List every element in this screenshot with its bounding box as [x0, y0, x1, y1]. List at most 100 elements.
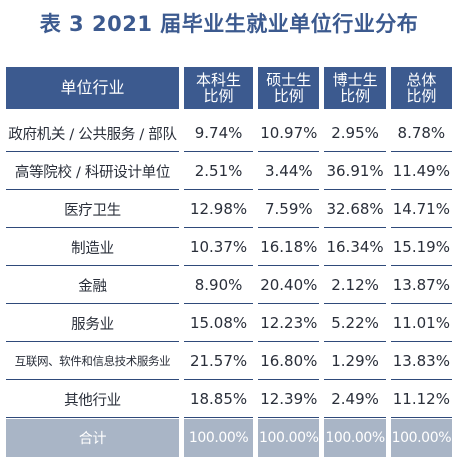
row-divider: [324, 302, 386, 304]
row-doctoral: 1.29%: [324, 342, 386, 380]
row-divider: [6, 264, 179, 266]
row-divider: [324, 188, 386, 190]
row-master: 12.39%: [258, 380, 320, 418]
header-undergraduate-line2: 比例: [203, 87, 234, 105]
table-row: 医疗卫生 12.98% 7.59% 32.68% 14.71%: [6, 190, 452, 228]
row-industry: 高等院校 / 科研设计单位: [6, 152, 179, 190]
row-industry: 政府机关 / 公共服务 / 部队: [6, 114, 179, 152]
row-divider: [6, 416, 179, 418]
row-divider: [258, 340, 320, 342]
row-master: 20.40%: [258, 266, 320, 304]
table-total-row: 合计 100.00% 100.00% 100.00% 100.00%: [6, 419, 452, 457]
header-overall-line2: 比例: [406, 87, 437, 105]
row-divider: [183, 416, 254, 418]
industry-distribution-table: 单位行业 本科生 比例 硕士生 比例 博士生 比例 总体 比例 政府机关 / 公…: [6, 67, 452, 457]
total-doctoral: 100.00%: [324, 419, 386, 457]
row-divider: [258, 416, 320, 418]
row-divider: [324, 416, 386, 418]
row-divider: [183, 340, 254, 342]
header-undergraduate: 本科生 比例: [183, 67, 254, 109]
row-divider: [390, 416, 452, 418]
row-overall: 11.01%: [390, 304, 452, 342]
header-master: 硕士生 比例: [258, 67, 320, 109]
row-divider: [390, 188, 452, 190]
row-industry: 互联网、软件和信息技术服务业: [6, 342, 179, 380]
row-master: 7.59%: [258, 190, 320, 228]
row-divider: [390, 378, 452, 380]
row-undergraduate: 8.90%: [183, 266, 254, 304]
row-divider: [6, 150, 179, 152]
row-overall: 11.12%: [390, 380, 452, 418]
header-doctoral-line1: 博士生: [332, 71, 378, 89]
row-undergraduate: 9.74%: [183, 114, 254, 152]
row-doctoral: 2.95%: [324, 114, 386, 152]
table-row: 制造业 10.37% 16.18% 16.34% 15.19%: [6, 228, 452, 266]
row-industry: 其他行业: [6, 380, 179, 418]
row-undergraduate: 12.98%: [183, 190, 254, 228]
row-doctoral: 16.34%: [324, 228, 386, 266]
row-divider: [6, 378, 179, 380]
total-undergraduate: 100.00%: [183, 419, 254, 457]
row-divider: [183, 150, 254, 152]
row-industry: 医疗卫生: [6, 190, 179, 228]
header-industry: 单位行业: [6, 67, 179, 109]
row-doctoral: 2.12%: [324, 266, 386, 304]
row-overall: 13.87%: [390, 266, 452, 304]
row-overall: 8.78%: [390, 114, 452, 152]
row-divider: [183, 302, 254, 304]
row-divider: [258, 378, 320, 380]
row-overall: 14.71%: [390, 190, 452, 228]
header-overall: 总体 比例: [390, 67, 452, 109]
row-divider: [324, 150, 386, 152]
row-master: 3.44%: [258, 152, 320, 190]
table-row: 服务业 15.08% 12.23% 5.22% 11.01%: [6, 304, 452, 342]
row-divider: [390, 226, 452, 228]
row-divider: [258, 226, 320, 228]
row-undergraduate: 15.08%: [183, 304, 254, 342]
header-industry-label: 单位行业: [60, 78, 125, 97]
row-master: 12.23%: [258, 304, 320, 342]
row-master: 10.97%: [258, 114, 320, 152]
row-divider: [183, 264, 254, 266]
row-divider: [390, 340, 452, 342]
row-undergraduate: 10.37%: [183, 228, 254, 266]
row-doctoral: 5.22%: [324, 304, 386, 342]
row-divider: [390, 150, 452, 152]
table-row: 互联网、软件和信息技术服务业 21.57% 16.80% 1.29% 13.83…: [6, 342, 452, 380]
row-undergraduate: 21.57%: [183, 342, 254, 380]
table-title: 表 3 2021 届毕业生就业单位行业分布: [39, 12, 419, 36]
row-divider: [324, 264, 386, 266]
header-master-line1: 硕士生: [266, 71, 312, 89]
row-divider: [183, 378, 254, 380]
row-divider: [324, 226, 386, 228]
row-doctoral: 32.68%: [324, 190, 386, 228]
row-industry: 服务业: [6, 304, 179, 342]
row-overall: 15.19%: [390, 228, 452, 266]
row-industry: 金融: [6, 266, 179, 304]
row-divider: [390, 302, 452, 304]
header-master-line2: 比例: [273, 87, 304, 105]
header-undergraduate-line1: 本科生: [196, 71, 242, 89]
row-divider: [6, 188, 179, 190]
table-header-row: 单位行业 本科生 比例 硕士生 比例 博士生 比例 总体 比例: [6, 67, 452, 109]
row-divider: [390, 264, 452, 266]
row-doctoral: 2.49%: [324, 380, 386, 418]
row-divider: [258, 302, 320, 304]
row-divider: [258, 264, 320, 266]
row-doctoral: 36.91%: [324, 152, 386, 190]
total-overall: 100.00%: [390, 419, 452, 457]
header-overall-line1: 总体: [406, 71, 437, 89]
row-overall: 11.49%: [390, 152, 452, 190]
row-divider: [6, 226, 179, 228]
row-master: 16.18%: [258, 228, 320, 266]
table-row: 其他行业 18.85% 12.39% 2.49% 11.12%: [6, 380, 452, 418]
total-label: 合计: [6, 419, 179, 457]
row-divider: [324, 340, 386, 342]
table-row: 金融 8.90% 20.40% 2.12% 13.87%: [6, 266, 452, 304]
header-doctoral-line2: 比例: [340, 87, 371, 105]
row-industry: 制造业: [6, 228, 179, 266]
row-undergraduate: 18.85%: [183, 380, 254, 418]
total-master: 100.00%: [258, 419, 320, 457]
row-divider: [258, 188, 320, 190]
row-divider: [6, 302, 179, 304]
